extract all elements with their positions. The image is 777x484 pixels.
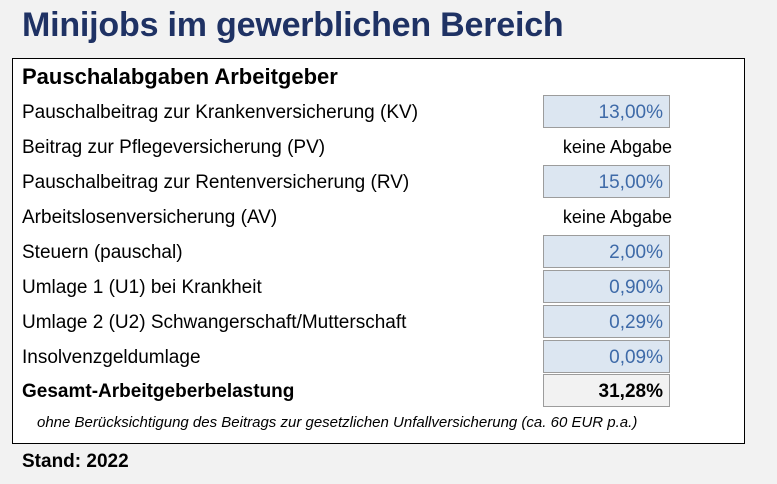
- row-label: Umlage 2 (U2) Schwangerschaft/Mutterscha…: [22, 312, 407, 333]
- row-kv: Pauschalbeitrag zur Krankenversicherung …: [13, 95, 744, 130]
- row-label: Beitrag zur Pflegeversicherung (PV): [22, 137, 326, 158]
- av-value: keine Abgabe: [562, 207, 672, 227]
- row-u2: Umlage 2 (U2) Schwangerschaft/Mutterscha…: [13, 305, 744, 340]
- table-heading: Pauschalabgaben Arbeitgeber: [22, 64, 338, 89]
- row-rv: Pauschalbeitrag zur Rentenversicherung (…: [13, 165, 744, 200]
- row-label: Steuern (pauschal): [22, 242, 183, 263]
- row-label: Arbeitslosenversicherung (AV): [22, 207, 278, 228]
- rv-rate-cell[interactable]: 15,00%: [543, 165, 670, 198]
- insolvenz-rate-cell[interactable]: 0,09%: [543, 340, 670, 373]
- kv-rate-cell[interactable]: 13,00%: [543, 95, 670, 128]
- row-u1: Umlage 1 (U1) bei Krankheit 0,90%: [13, 270, 744, 305]
- row-av: Arbeitslosenversicherung (AV) keine Abga…: [13, 200, 744, 235]
- row-label: Umlage 1 (U1) bei Krankheit: [22, 277, 262, 298]
- steuern-rate-cell[interactable]: 2,00%: [543, 235, 670, 268]
- total-rate-cell: 31,28%: [543, 374, 670, 407]
- row-total: Gesamt-Arbeitgeberbelastung 31,28%: [13, 374, 744, 409]
- row-steuern: Steuern (pauschal) 2,00%: [13, 235, 744, 270]
- row-pv: Beitrag zur Pflegeversicherung (PV) kein…: [13, 130, 744, 165]
- contributions-table: Pauschalabgaben Arbeitgeber Pauschalbeit…: [12, 58, 745, 444]
- u2-rate-cell[interactable]: 0,29%: [543, 305, 670, 338]
- stand-year: Stand: 2022: [22, 451, 129, 472]
- row-label: Pauschalbeitrag zur Rentenversicherung (…: [22, 172, 410, 193]
- total-label: Gesamt-Arbeitgeberbelastung: [22, 381, 295, 402]
- page-title: Minijobs im gewerblichen Bereich: [22, 6, 564, 44]
- row-label: Insolvenzgeldumlage: [22, 347, 201, 368]
- row-label: Pauschalbeitrag zur Krankenversicherung …: [22, 102, 419, 123]
- footnote: ohne Berücksichtigung des Beitrags zur g…: [37, 414, 638, 431]
- u1-rate-cell[interactable]: 0,90%: [543, 270, 670, 303]
- row-insolvenz: Insolvenzgeldumlage 0,09%: [13, 340, 744, 375]
- pv-value: keine Abgabe: [562, 137, 672, 157]
